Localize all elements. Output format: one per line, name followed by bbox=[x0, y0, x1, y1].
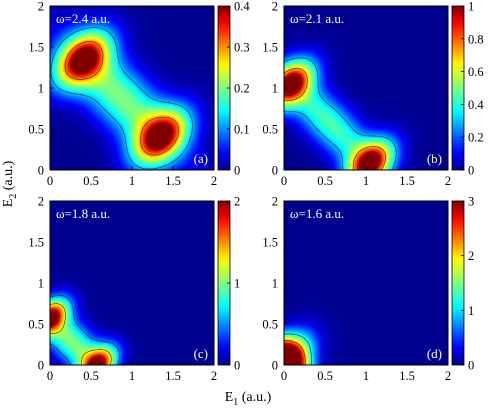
y-tick-label: 0.5 bbox=[262, 318, 278, 332]
y-axis-label-main: E bbox=[1, 199, 16, 208]
y-tick-label: 2 bbox=[38, 0, 44, 14]
x-tick-label: 0 bbox=[281, 174, 287, 188]
x-tick-label: 2 bbox=[211, 369, 217, 383]
y-tick-label: 2 bbox=[38, 195, 44, 209]
colorbar bbox=[451, 200, 465, 366]
y-tick-label: 1.5 bbox=[28, 41, 44, 55]
colorbar-tick-label: 0 bbox=[234, 359, 240, 373]
x-tick-label: 1 bbox=[363, 369, 369, 383]
colorbar-tick-label: 0.6 bbox=[468, 65, 484, 79]
colorbar-tick-label: 0.4 bbox=[468, 98, 484, 112]
colorbar-tick-label: 0.2 bbox=[234, 82, 250, 96]
x-tick-label: 2 bbox=[445, 369, 451, 383]
y-tick-label: 1 bbox=[272, 277, 278, 291]
y-tick-label: 1 bbox=[38, 277, 44, 291]
y-tick-label: 0 bbox=[38, 359, 44, 373]
panel-title: ω=1.6 a.u. bbox=[290, 206, 344, 221]
panel-tag: (c) bbox=[194, 346, 208, 361]
colorbar-tick-label: 0 bbox=[468, 164, 474, 178]
colorbar-tick-label: 1 bbox=[234, 277, 240, 291]
x-tick-label: 0.5 bbox=[317, 369, 333, 383]
colorbar-tick-label: 2 bbox=[468, 249, 474, 263]
x-tick-label: 1.5 bbox=[399, 369, 415, 383]
y-tick-label: 0 bbox=[272, 164, 278, 178]
y-axis-label-unit: (a.u.) bbox=[1, 160, 16, 193]
x-axis-label: E1 (a.u.) bbox=[225, 390, 272, 408]
colorbar-tick-label: 0.4 bbox=[234, 0, 250, 14]
y-tick-label: 0.5 bbox=[28, 123, 44, 137]
contour-line bbox=[50, 27, 193, 170]
y-tick-label: 1.5 bbox=[28, 236, 44, 250]
colorbar-tick-label: 0.2 bbox=[468, 131, 484, 145]
colorbar-tick-label: 0.3 bbox=[234, 41, 250, 55]
x-tick-label: 0.5 bbox=[317, 174, 333, 188]
y-tick-label: 0.5 bbox=[262, 123, 278, 137]
y-tick-label: 0 bbox=[38, 164, 44, 178]
x-tick-label: 1 bbox=[129, 174, 135, 188]
heatmap-image bbox=[50, 201, 214, 365]
y-tick-label: 1 bbox=[38, 82, 44, 96]
contour-line bbox=[283, 67, 387, 171]
panel-tag: (b) bbox=[427, 151, 442, 166]
contour-line bbox=[49, 295, 120, 366]
panel-title: ω=1.8 a.u. bbox=[56, 206, 110, 221]
x-tick-label: 0 bbox=[47, 369, 53, 383]
contour-line bbox=[284, 333, 313, 365]
x-tick-label: 1.5 bbox=[165, 174, 181, 188]
contour-line bbox=[283, 57, 397, 171]
y-tick-label: 0.5 bbox=[28, 318, 44, 332]
panel-a: 0 0.5 1 1.5 2 0 0.5 1 1.5 2 ω=2.4 a.u. (a) 0 0.1 0.2 0.… bbox=[28, 0, 250, 188]
panel-title: ω=2.4 a.u. bbox=[56, 11, 110, 26]
panel-tag: (a) bbox=[194, 151, 208, 166]
x-tick-label: 1.5 bbox=[165, 369, 181, 383]
panel-tag: (d) bbox=[427, 346, 442, 361]
x-tick-label: 2 bbox=[445, 174, 451, 188]
panel-d: 0 0.5 1 1.5 2 0 0.5 1 1.5 2 ω=1.6 a.u. (d) 0 1 2 3 bbox=[262, 195, 474, 384]
y-tick-label: 2 bbox=[272, 195, 278, 209]
colorbar-tick-label: 1 bbox=[468, 304, 474, 318]
heatmap-image bbox=[284, 6, 448, 170]
colorbar-tick-label: 0.8 bbox=[468, 32, 484, 46]
colorbar-tick-label: 2 bbox=[234, 195, 240, 209]
panel-b: 0 0.5 1 1.5 2 0 0.5 1 1.5 2 ω=2.1 a.u. (b) 0 0.2 0.4 0.… bbox=[262, 0, 484, 188]
colorbar-tick-label: 3 bbox=[468, 195, 474, 209]
colorbar-tick-label: 0 bbox=[468, 359, 474, 373]
colorbar bbox=[451, 5, 465, 171]
y-axis-label-sub: 2 bbox=[8, 194, 19, 199]
contour-line bbox=[49, 303, 112, 366]
contour-line bbox=[64, 41, 179, 156]
contour-line bbox=[284, 340, 306, 366]
panels-layer: 0 0.5 1 1.5 200.511.52ω=2.4 a.u.(a)00.10.20.… bbox=[28, 0, 484, 383]
y-tick-label: 0 bbox=[272, 359, 278, 373]
x-tick-label: 1.5 bbox=[399, 174, 415, 188]
y-tick-label: 1.5 bbox=[262, 236, 278, 250]
y-axis-label: E2 (a.u.) bbox=[1, 160, 19, 207]
x-tick-label: 1 bbox=[363, 174, 369, 188]
panel-c: 0 0.5 1 1.5 2 0 0.5 1 1.5 2 ω=1.8 a.u. (c) 0 1 2 bbox=[28, 195, 240, 384]
x-tick-label: 0 bbox=[47, 174, 53, 188]
colorbar-tick-label: 1 bbox=[468, 0, 474, 14]
x-tick-label: 1 bbox=[129, 369, 135, 383]
x-tick-label: 2 bbox=[211, 174, 217, 188]
contour-line bbox=[283, 73, 381, 171]
colorbar-tick-label: 0.1 bbox=[234, 123, 250, 137]
heatmap-image bbox=[284, 201, 448, 365]
colorbar-tick-label: 0 bbox=[234, 164, 240, 178]
x-axis-label-sub: 1 bbox=[233, 397, 238, 408]
heatmap-image bbox=[50, 6, 214, 170]
contour-line bbox=[283, 321, 324, 366]
contour-line bbox=[70, 46, 174, 150]
x-axis-label-unit: (a.u.) bbox=[238, 390, 271, 405]
x-tick-label: 0.5 bbox=[83, 369, 99, 383]
panel-title: ω=2.1 a.u. bbox=[290, 11, 344, 26]
x-axis-label-main: E bbox=[225, 390, 234, 405]
y-tick-label: 1.5 bbox=[262, 41, 278, 55]
y-tick-label: 2 bbox=[272, 0, 278, 14]
y-tick-label: 1 bbox=[272, 82, 278, 96]
x-tick-label: 0 bbox=[281, 369, 287, 383]
x-tick-label: 0.5 bbox=[83, 174, 99, 188]
